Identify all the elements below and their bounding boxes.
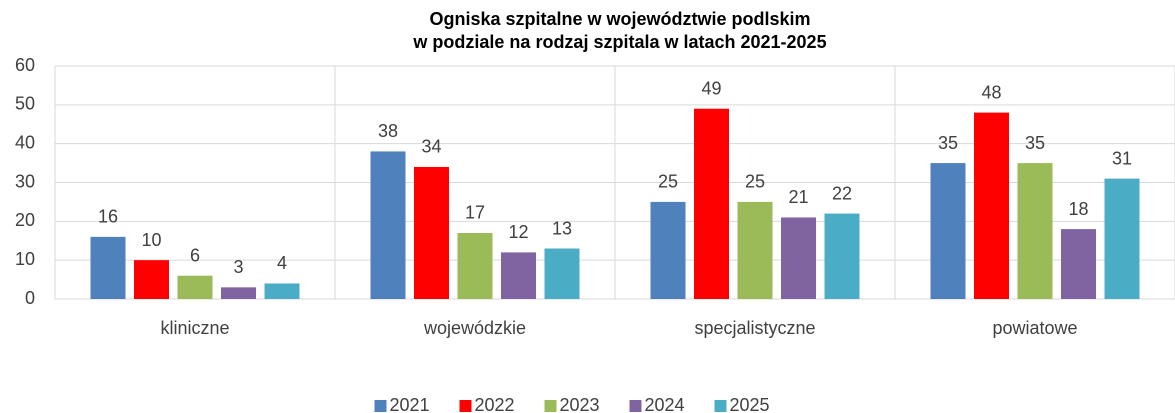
data-label: 13 bbox=[552, 218, 572, 238]
data-label: 49 bbox=[701, 78, 721, 98]
legend-label: 2022 bbox=[475, 395, 515, 413]
bar bbox=[177, 275, 213, 299]
bar bbox=[737, 201, 773, 299]
bar bbox=[650, 201, 686, 299]
data-label: 12 bbox=[508, 222, 528, 242]
x-tick-label: specjalistyczne bbox=[694, 318, 815, 338]
legend-label: 2024 bbox=[645, 395, 685, 413]
legend-swatch bbox=[714, 400, 727, 412]
bar bbox=[974, 112, 1009, 299]
data-label: 16 bbox=[98, 207, 118, 227]
bar bbox=[1061, 229, 1096, 299]
legend-swatch bbox=[374, 400, 387, 412]
data-label: 3 bbox=[233, 257, 243, 277]
legend-swatch bbox=[629, 400, 642, 412]
data-label: 34 bbox=[421, 137, 441, 157]
data-label: 48 bbox=[981, 82, 1001, 102]
data-label: 4 bbox=[277, 253, 287, 273]
y-tick-label: 60 bbox=[15, 55, 35, 75]
legend-label: 2023 bbox=[560, 395, 600, 413]
x-tick-label: powiatowe bbox=[992, 318, 1077, 338]
data-label: 10 bbox=[141, 230, 161, 250]
bar bbox=[264, 283, 300, 299]
data-label: 31 bbox=[1112, 148, 1132, 168]
data-label: 25 bbox=[745, 172, 765, 192]
bar bbox=[1104, 178, 1140, 299]
data-label: 25 bbox=[658, 172, 678, 192]
bar bbox=[221, 287, 256, 299]
bar bbox=[134, 260, 169, 299]
y-tick-label: 0 bbox=[25, 288, 35, 308]
data-label: 6 bbox=[190, 245, 200, 265]
data-label: 22 bbox=[832, 183, 852, 203]
chart-title: Ogniska szpitalne w województwie podlski… bbox=[429, 9, 810, 29]
y-tick-label: 30 bbox=[15, 171, 35, 191]
legend-label: 2025 bbox=[730, 395, 770, 413]
bar bbox=[544, 248, 580, 299]
bar bbox=[501, 252, 536, 299]
legend-swatch bbox=[544, 400, 557, 412]
chart-title: w podziale na rodzaj szpitala w latach 2… bbox=[412, 32, 826, 52]
data-label: 35 bbox=[938, 133, 958, 153]
data-label: 21 bbox=[788, 187, 808, 207]
data-label: 18 bbox=[1068, 199, 1088, 219]
data-label: 38 bbox=[378, 121, 398, 141]
bar bbox=[824, 213, 860, 299]
x-tick-label: wojewódzkie bbox=[423, 318, 526, 338]
y-tick-label: 40 bbox=[15, 132, 35, 152]
bar bbox=[414, 166, 449, 299]
bar bbox=[457, 232, 493, 299]
x-tick-label: kliniczne bbox=[160, 318, 229, 338]
y-tick-label: 50 bbox=[15, 94, 35, 114]
y-tick-label: 10 bbox=[15, 249, 35, 269]
bar bbox=[930, 163, 966, 299]
bar bbox=[1017, 163, 1053, 299]
data-label: 17 bbox=[465, 203, 485, 223]
bar bbox=[694, 108, 729, 299]
data-label: 35 bbox=[1025, 133, 1045, 153]
bar bbox=[370, 151, 406, 299]
legend-swatch bbox=[459, 400, 472, 412]
bar bbox=[781, 217, 816, 299]
y-tick-label: 20 bbox=[15, 210, 35, 230]
bar bbox=[90, 236, 126, 299]
legend-label: 2021 bbox=[390, 395, 430, 413]
